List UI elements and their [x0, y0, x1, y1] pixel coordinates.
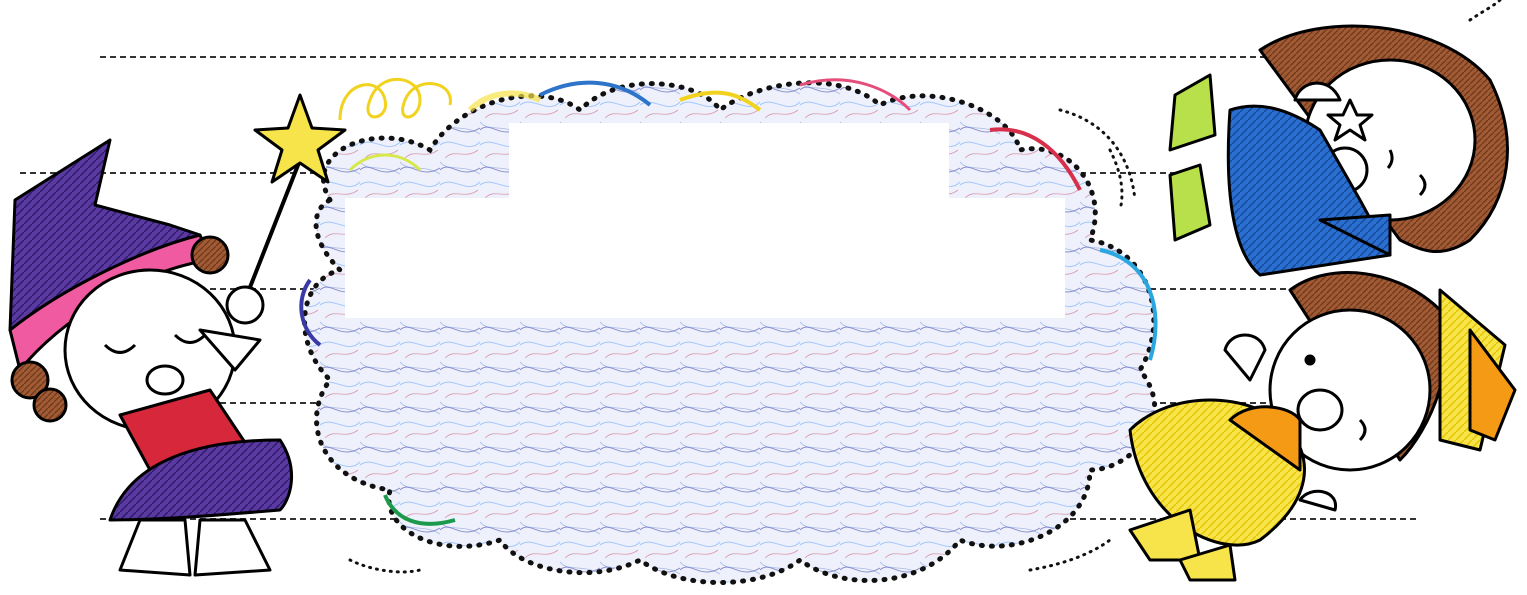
- witch-girl-blue: [1168, 24, 1509, 277]
- witch-girl-yellow: [1128, 271, 1517, 582]
- witch-girl-left: [8, 93, 347, 577]
- blank-label-area: [345, 123, 1065, 318]
- star-wand-icon: [253, 93, 347, 184]
